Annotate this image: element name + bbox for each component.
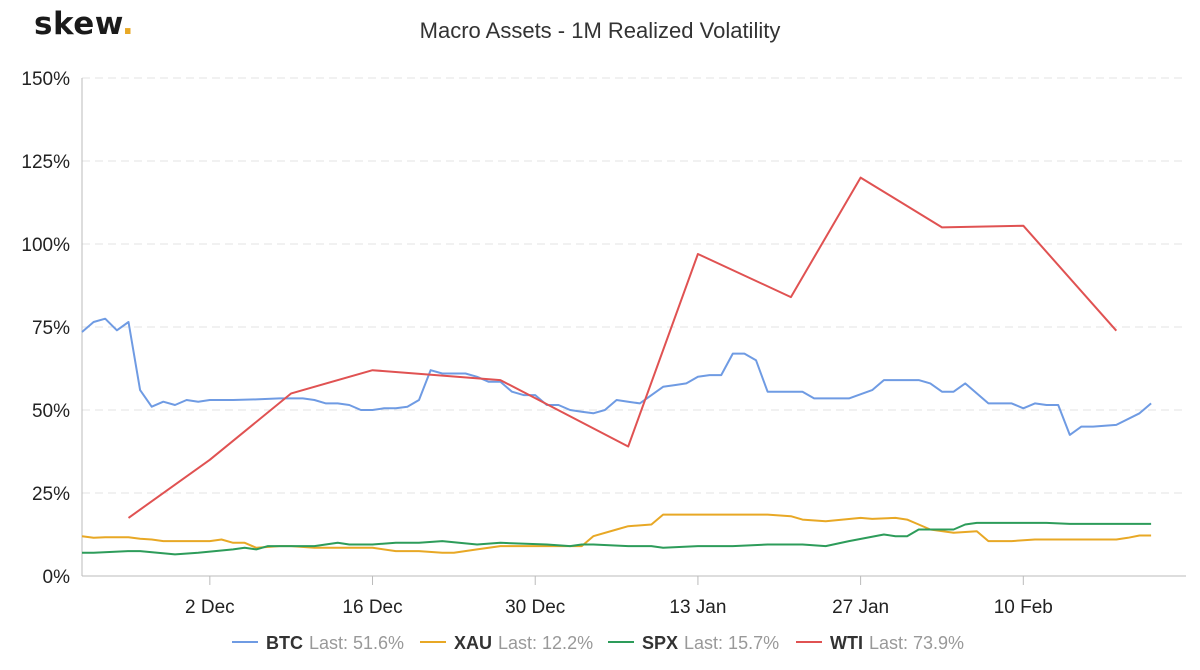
gridlines [82, 77, 1186, 494]
y-tick-label: 50% [32, 401, 70, 422]
legend-last-value: Last: 15.7% [684, 633, 779, 653]
legend-item-wti[interactable]: WTI Last: 73.9% [796, 633, 964, 653]
legend-series-name: WTI [830, 633, 863, 653]
y-tick-label: 0% [43, 567, 71, 588]
legend-series-name: BTC [266, 633, 303, 653]
legend-text: XAU Last: 12.2% [454, 633, 593, 653]
series-line-xau [81, 513, 1152, 554]
legend[interactable]: BTC Last: 51.6% XAU Last: 12.2% SPX Last: 15.… [232, 633, 964, 653]
series-line-wti [127, 176, 1118, 519]
legend-text: WTI Last: 73.9% [830, 633, 964, 653]
x-tick-label: 16 Dec [342, 597, 402, 618]
x-tick-label: 27 Jan [832, 597, 889, 618]
chart-title: Macro Assets - 1M Realized Volatility [420, 18, 781, 43]
x-tick-label: 2 Dec [185, 597, 235, 618]
legend-item-btc[interactable]: BTC Last: 51.6% [232, 633, 404, 653]
y-axis-ticks: 0% 25% 50% 75% 100% 125% 150% [21, 69, 70, 588]
series-line-spx [82, 521, 1152, 556]
y-tick-label: 100% [21, 235, 70, 256]
series-line-btc [81, 317, 1152, 436]
legend-series-name: SPX [642, 633, 678, 653]
legend-text: SPX Last: 15.7% [642, 633, 779, 653]
x-axis-ticks: 2 Dec 16 Dec 30 Dec 13 Jan 27 Jan 10 Feb [185, 576, 1053, 618]
legend-item-spx[interactable]: SPX Last: 15.7% [608, 633, 779, 653]
x-tick-label: 10 Feb [994, 597, 1053, 618]
legend-item-xau[interactable]: XAU Last: 12.2% [420, 633, 593, 653]
axes [81, 78, 1186, 577]
y-tick-label: 25% [32, 484, 70, 505]
x-tick-label: 13 Jan [669, 597, 726, 618]
y-tick-label: 150% [21, 69, 70, 90]
legend-last-value: Last: 73.9% [869, 633, 964, 653]
y-tick-label: 125% [21, 152, 70, 173]
legend-series-name: XAU [454, 633, 492, 653]
series-lines [81, 176, 1152, 556]
legend-last-value: Last: 12.2% [498, 633, 593, 653]
legend-last-value: Last: 51.6% [309, 633, 404, 653]
legend-text: BTC Last: 51.6% [266, 633, 404, 653]
skew-logo: skew. [34, 6, 135, 42]
y-tick-label: 75% [32, 318, 70, 339]
x-tick-label: 30 Dec [505, 597, 565, 618]
